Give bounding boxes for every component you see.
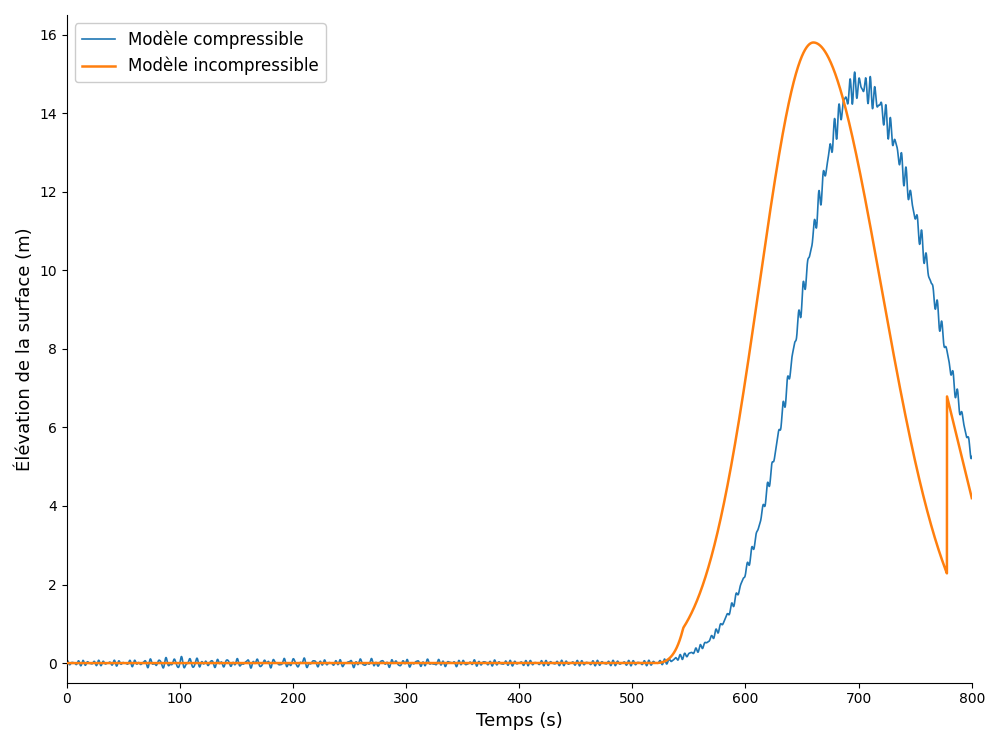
Modèle incompressible (596, 659, 608, 668)
Modèle compressible (780, 393, 792, 402)
Y-axis label: Élévation de la surface (m): Élévation de la surface (m) (15, 227, 34, 471)
Modèle compressible (388, 659, 400, 668)
Modèle compressible (245, 664, 257, 673)
Line: Modèle incompressible: Modèle incompressible (67, 42, 972, 663)
Modèle incompressible (636, 659, 648, 668)
Modèle compressible (61, 658, 73, 667)
Modèle compressible (966, 452, 978, 461)
Modèle incompressible (966, 494, 978, 503)
Modèle incompressible (780, 112, 792, 121)
X-axis label: Temps (s): Temps (s) (476, 712, 563, 730)
Modèle incompressible (807, 38, 819, 47)
Modèle incompressible (732, 424, 744, 433)
Modèle compressible (596, 657, 608, 666)
Modèle incompressible (61, 659, 73, 668)
Modèle compressible (636, 660, 648, 669)
Modèle incompressible (388, 659, 400, 668)
Legend: Modèle compressible, Modèle incompressible: Modèle compressible, Modèle incompressib… (75, 23, 326, 82)
Modèle compressible (849, 68, 861, 77)
Modèle compressible (732, 590, 744, 599)
Modèle compressible (106, 661, 118, 670)
Modèle incompressible (106, 659, 118, 668)
Line: Modèle compressible: Modèle compressible (67, 72, 972, 668)
